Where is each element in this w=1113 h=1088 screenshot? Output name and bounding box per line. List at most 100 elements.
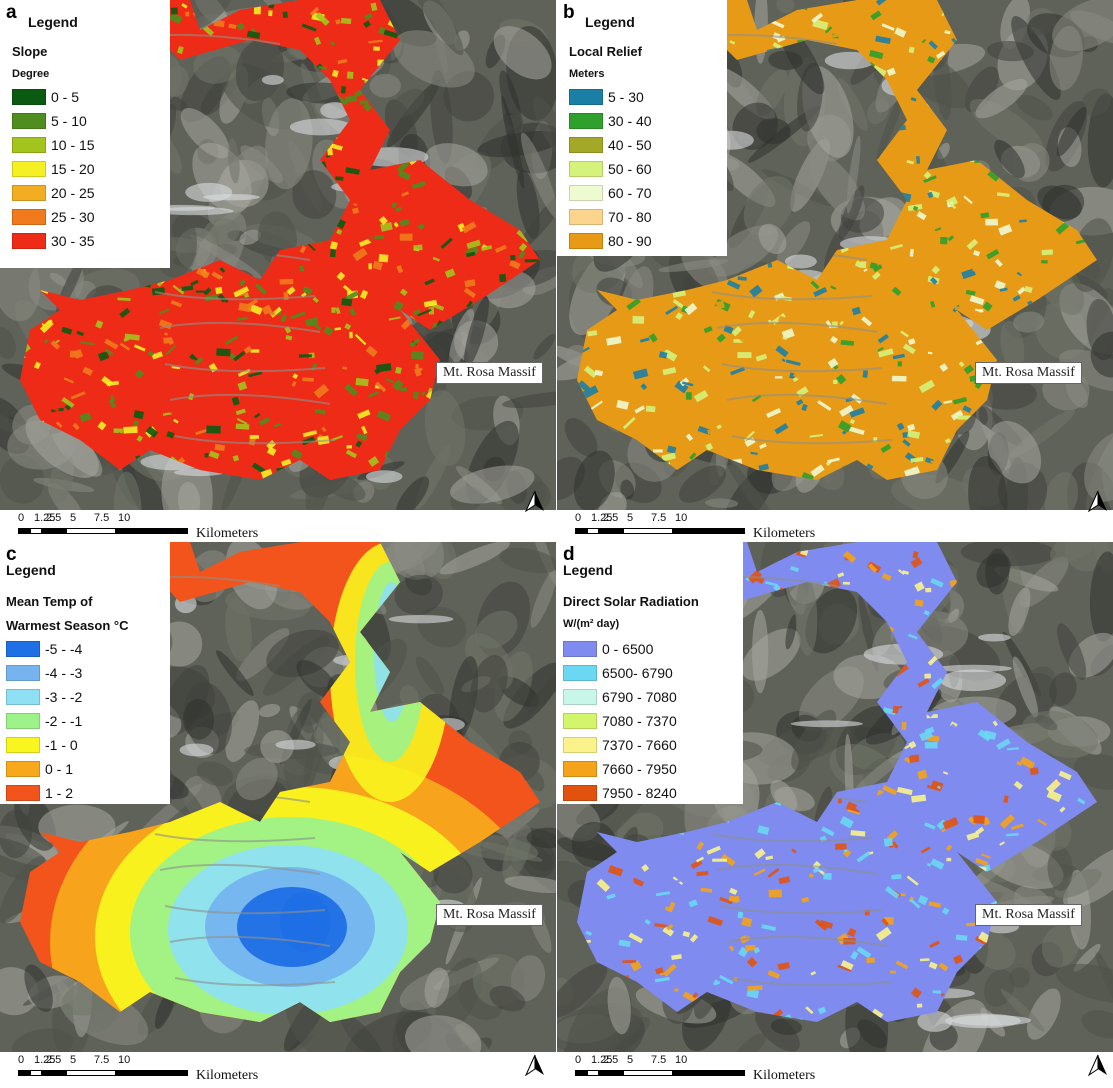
scale-segment [42, 1070, 66, 1076]
scale-tick-label: 0 [18, 512, 24, 524]
legend-item: 30 - 35 [12, 232, 95, 250]
legend-item: 7080 - 7370 [563, 712, 677, 730]
scale-tick-label: 5 [627, 512, 633, 524]
scale-units-label: Kilometers [753, 526, 815, 542]
legend-item-label: 50 - 60 [608, 161, 652, 177]
legend-swatch [569, 185, 603, 201]
legend-variable: Local Relief [569, 44, 642, 59]
legend-swatch [569, 209, 603, 225]
legend-swatch [12, 137, 46, 153]
scale-tick-label: 0 [575, 512, 581, 524]
legend-swatch [6, 737, 40, 753]
legend-swatch [569, 137, 603, 153]
legend-swatch [6, 713, 40, 729]
legend-item: 6500- 6790 [563, 664, 673, 682]
legend-item-label: 6790 - 7080 [602, 689, 677, 705]
scale-tick-label: 2.5 [46, 1054, 61, 1066]
legend-item-label: 30 - 40 [608, 113, 652, 129]
legend-item: 60 - 70 [569, 184, 652, 202]
panel-letter: b [563, 2, 575, 24]
legend-item-label: 7660 - 7950 [602, 761, 677, 777]
scale-segment [18, 1070, 30, 1076]
place-label-mt-rosa: Mt. Rosa Massif [975, 362, 1082, 384]
legend-item: 0 - 1 [6, 760, 73, 778]
scale-segment [30, 1070, 42, 1076]
legend-swatch [6, 641, 40, 657]
legend-swatch [563, 665, 597, 681]
legend-swatch [6, 665, 40, 681]
scale-tick-label: 7.5 [651, 1054, 666, 1066]
legend-item: 30 - 40 [569, 112, 652, 130]
legend-item: 50 - 60 [569, 160, 652, 178]
legend-item: 20 - 25 [12, 184, 95, 202]
legend-item: 7660 - 7950 [563, 760, 677, 778]
legend-item-label: 7950 - 8240 [602, 785, 677, 801]
place-label-mt-rosa: Mt. Rosa Massif [436, 362, 543, 384]
legend-swatch [6, 689, 40, 705]
legend-variable: Mean Temp of [6, 594, 92, 609]
scale-segment [116, 528, 188, 534]
legend-item: -4 - -3 [6, 664, 82, 682]
scale-tick-label: 5 [627, 1054, 633, 1066]
legend-swatch [12, 113, 46, 129]
legend-unit: Degree [12, 68, 49, 80]
legend-item: 0 - 6500 [563, 640, 653, 658]
legend-box: Legend Slope Degree 0 - 5 5 - 10 10 - 15 15 - … [0, 0, 170, 268]
place-label-mt-rosa: Mt. Rosa Massif [975, 904, 1082, 926]
legend-swatch [563, 641, 597, 657]
legend-swatch [563, 785, 597, 801]
scale-tick-label: 7.5 [94, 512, 109, 524]
scale-segment [66, 528, 116, 534]
legend-item-label: 30 - 35 [51, 233, 95, 249]
scale-tick-label: 2.5 [603, 1054, 618, 1066]
scale-units-label: Kilometers [196, 1068, 258, 1084]
scale-segment [575, 528, 587, 534]
legend-swatch [12, 185, 46, 201]
legend-item: 0 - 5 [12, 88, 79, 106]
legend-swatch [12, 161, 46, 177]
legend-item: 15 - 20 [12, 160, 95, 178]
legend-item: 5 - 30 [569, 88, 644, 106]
legend-item-label: 5 - 10 [51, 113, 87, 129]
north-arrow-icon [524, 490, 546, 512]
legend-item: 10 - 15 [12, 136, 95, 154]
north-arrow-icon [1087, 1054, 1109, 1076]
legend-swatch [6, 761, 40, 777]
legend-unit: Meters [569, 68, 604, 80]
legend-item-label: -3 - -2 [45, 689, 82, 705]
legend-swatch [12, 233, 46, 249]
legend-item-label: 40 - 50 [608, 137, 652, 153]
legend-item: -5 - -4 [6, 640, 82, 658]
legend-item: 25 - 30 [12, 208, 95, 226]
legend-item: 5 - 10 [12, 112, 87, 130]
scale-segment [587, 1070, 599, 1076]
legend-item-label: 60 - 70 [608, 185, 652, 201]
legend-item-label: -4 - -3 [45, 665, 82, 681]
legend-item-label: 1 - 2 [45, 785, 73, 801]
legend-heading: Legend [28, 14, 78, 30]
legend-item: 40 - 50 [569, 136, 652, 154]
legend-swatch [563, 713, 597, 729]
scale-tick-label: 0 [575, 1054, 581, 1066]
legend-item-label: 15 - 20 [51, 161, 95, 177]
legend-item: 80 - 90 [569, 232, 652, 250]
legend-item: -2 - -1 [6, 712, 82, 730]
panel-letter: d [563, 544, 575, 566]
scale-tick-label: 10 [118, 512, 130, 524]
scale-segment [623, 528, 673, 534]
legend-swatch [6, 785, 40, 801]
legend-variable: Slope [12, 44, 47, 59]
legend-item-label: -1 - 0 [45, 737, 78, 753]
scale-units-label: Kilometers [753, 1068, 815, 1084]
legend-swatch [563, 689, 597, 705]
panel-letter: a [6, 2, 17, 24]
legend-swatch [563, 761, 597, 777]
scale-tick-label: 10 [118, 1054, 130, 1066]
legend-unit: W/(m² day) [563, 618, 619, 630]
scale-segment [673, 528, 745, 534]
scale-segment [587, 528, 599, 534]
scale-tick-label: 2.5 [603, 512, 618, 524]
